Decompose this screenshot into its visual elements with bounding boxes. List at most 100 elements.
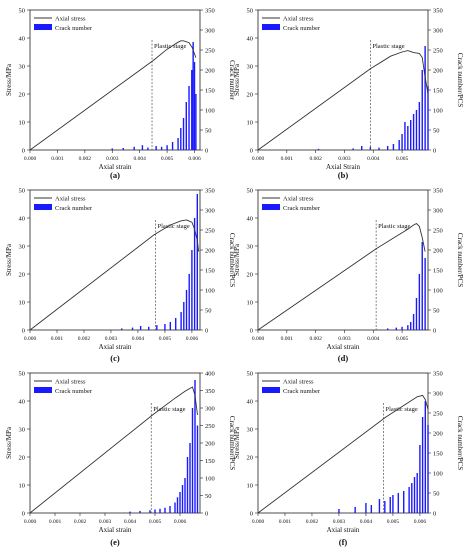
x-tick-label: 0.001 (51, 336, 64, 342)
right-y-tick-label: 0 (433, 148, 436, 155)
left-y-tick-label: 40 (19, 399, 26, 406)
legend-bar-label: Crack number (283, 205, 321, 212)
left-y-tick-label: 0 (22, 148, 25, 155)
x-tick-label: 0.002 (309, 336, 322, 342)
plot-frame (29, 9, 201, 151)
right-y-axis-title: Crack number/PCS (228, 233, 236, 287)
legend-bar-label: Crack number (283, 25, 321, 32)
crack-bar (121, 328, 123, 330)
chart-panel-2: 0 10 20 30 40 50 0 50 100 150 200 250 300 350 0.000 0.0… (233, 8, 464, 172)
crack-bar (401, 326, 403, 330)
x-tick-label: 0.002 (306, 519, 319, 525)
crack-bar (424, 46, 426, 150)
crack-bar (397, 493, 400, 513)
left-y-tick-label: 0 (250, 328, 253, 335)
left-y-tick-label: 40 (247, 399, 254, 406)
panel-label: (c) (110, 353, 120, 363)
x-axis-title: Axial Strain (326, 163, 361, 171)
crack-bar (159, 508, 161, 513)
x-tick-label: 0.001 (281, 336, 294, 342)
right-y-tick-label: 300 (433, 391, 443, 398)
crack-bar (155, 146, 157, 150)
x-tick-label: 0.004 (360, 519, 373, 525)
right-y-tick-label: 100 (433, 108, 443, 115)
x-tick-label: 0.004 (132, 336, 145, 342)
right-y-tick-label: 0 (205, 511, 208, 518)
crack-bar (191, 250, 193, 330)
right-y-tick-label: 0 (433, 511, 436, 518)
crack-bar (191, 408, 194, 513)
x-tick-label: 0.003 (99, 519, 112, 525)
crack-bar (141, 145, 144, 150)
stress-line (29, 386, 198, 514)
right-y-tick-label: 50 (433, 128, 440, 135)
left-y-tick-label: 0 (250, 148, 253, 155)
crack-bar (378, 147, 380, 150)
left-y-tick-label: 20 (19, 272, 26, 279)
crack-bar (416, 473, 418, 513)
plastic-stage-label: Plastic stage (153, 406, 185, 413)
crack-bar (338, 509, 340, 513)
chart-panel-4: 0 10 20 30 40 50 0 50 100 150 200 250 300 350 0.000 0.0… (233, 188, 464, 352)
x-tick-label: 0.000 (24, 156, 37, 162)
x-tick-label: 0.000 (252, 156, 265, 162)
crack-bar (131, 327, 134, 330)
right-y-tick-label: 200 (433, 431, 443, 438)
crack-bar (139, 510, 141, 513)
crack-bar (427, 86, 429, 150)
legend-bar-label: Crack number (283, 388, 321, 395)
plastic-stage-label: Plastic stage (378, 223, 410, 230)
x-tick-label: 0.000 (24, 519, 37, 525)
crack-bar (164, 507, 166, 513)
crack-bar (365, 503, 367, 513)
left-y-tick-label: 30 (247, 427, 254, 434)
x-tick-label: 0.003 (338, 336, 351, 342)
left-y-tick-label: 10 (247, 483, 254, 490)
crack-bar (188, 274, 190, 330)
x-tick-label: 0.000 (252, 519, 265, 525)
right-y-tick-label: 200 (433, 68, 443, 75)
right-y-tick-label: 350 (205, 188, 215, 195)
right-y-tick-label: 350 (205, 8, 215, 15)
crack-bar (424, 258, 426, 330)
legend-bar-label: Crack number (55, 25, 93, 32)
panel-label: (f) (339, 537, 348, 547)
x-tick-label: 0.003 (338, 156, 351, 162)
x-axis-title: Axial strain (99, 163, 132, 171)
left-y-axis-title: Stress/MPa (5, 63, 13, 96)
crack-bar (147, 147, 149, 150)
left-y-tick-label: 10 (19, 120, 26, 127)
right-y-tick-label: 250 (433, 228, 443, 235)
right-y-tick-label: 0 (205, 328, 208, 335)
right-y-axis-title: Crack number/PCS (228, 416, 236, 470)
crack-bar (111, 148, 113, 150)
right-y-tick-label: 300 (205, 208, 215, 215)
stress-line (257, 50, 429, 151)
crack-bar (164, 324, 166, 330)
right-y-tick-label: 150 (205, 88, 215, 95)
plastic-stage-label: Plastic stage (157, 223, 189, 230)
left-y-tick-label: 0 (22, 328, 25, 335)
crack-bar (185, 290, 188, 330)
left-y-tick-label: 30 (247, 244, 254, 251)
x-tick-label: 0.003 (106, 156, 119, 162)
chart-panel-6: 0 10 20 30 40 50 0 50 100 150 200 250 300 350 0.000 0.0… (233, 371, 464, 535)
crack-bar (413, 477, 416, 513)
crack-bar (386, 328, 389, 330)
x-tick-label: 0.003 (333, 519, 346, 525)
right-y-tick-label: 300 (205, 406, 215, 413)
left-y-tick-label: 10 (247, 120, 254, 127)
right-y-tick-label: 300 (433, 208, 443, 215)
legend-line-label: Axial stress (283, 196, 314, 203)
left-y-tick-label: 20 (19, 92, 26, 99)
right-y-tick-label: 100 (433, 288, 443, 295)
stress-line (257, 394, 429, 514)
legend-line-label: Axial stress (55, 196, 86, 203)
crack-bar (418, 102, 421, 150)
right-y-tick-label: 300 (205, 28, 215, 35)
plastic-stage-label: Plastic stage (372, 43, 404, 50)
crack-bar (139, 326, 142, 330)
panel-label: (b) (338, 170, 349, 180)
legend-line-label: Axial stress (283, 379, 314, 386)
